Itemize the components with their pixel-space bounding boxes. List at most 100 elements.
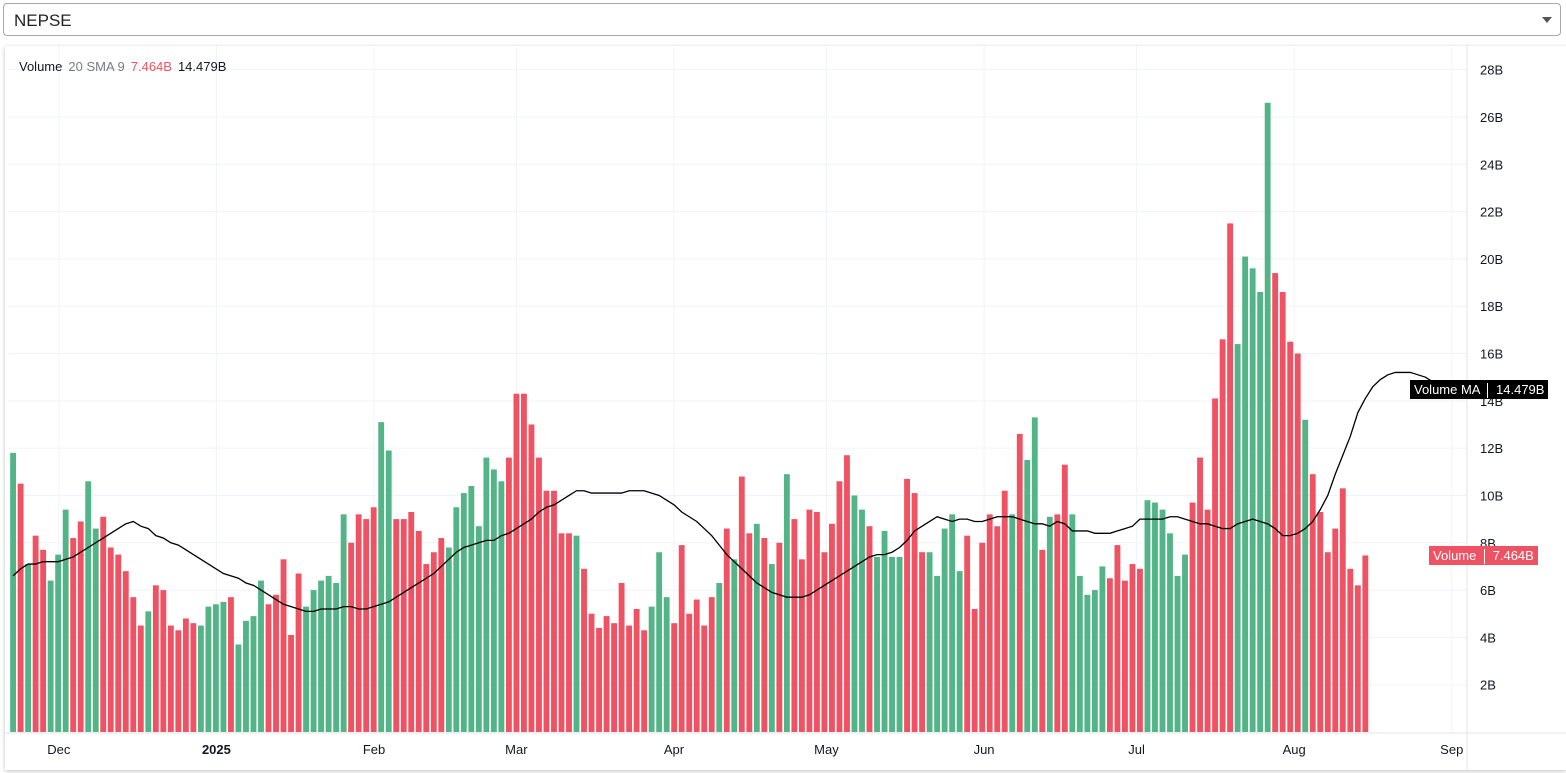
volume-bar	[701, 625, 708, 732]
volume-bar	[490, 469, 497, 732]
volume-bar	[122, 571, 129, 732]
volume-bar	[258, 580, 264, 732]
series-line-volume-ma	[12, 371, 1441, 613]
volume-bar	[949, 514, 956, 732]
volume-bar	[813, 512, 820, 732]
volume-bar	[686, 613, 693, 732]
volume-bar	[851, 495, 858, 732]
volume-bar	[1272, 273, 1279, 732]
volume-bar	[1324, 552, 1331, 732]
x-tick-label: Jun	[974, 742, 995, 757]
volume-bar	[1159, 509, 1166, 732]
y-tick-label: 12B	[1480, 441, 1503, 456]
volume-bar	[348, 542, 355, 732]
volume-bar	[197, 625, 204, 732]
volume-bar	[243, 620, 249, 732]
volume-bar	[1152, 502, 1158, 732]
volume-bars	[10, 102, 1369, 732]
y-tick-label: 20B	[1480, 252, 1503, 267]
volume-chart[interactable]: 2B 4B 6B 8B 10B 12B 14B 16B 18B 20B 22B 24B 26B 28B D…	[5, 46, 1566, 770]
volume-bar	[881, 530, 888, 732]
volume-bar	[115, 554, 122, 732]
volume-bar	[303, 606, 309, 732]
volume-bar	[250, 616, 257, 732]
y-tick-label: 4B	[1480, 630, 1496, 645]
volume-bar	[55, 554, 62, 732]
volume-bar	[708, 597, 715, 732]
volume-bar	[92, 528, 99, 732]
volume-bar	[806, 509, 813, 732]
volume-bar	[1024, 459, 1031, 732]
volume-bar	[1129, 564, 1136, 732]
volume-bar	[25, 564, 32, 732]
volume-bar	[1212, 398, 1219, 732]
volume-bar	[212, 604, 219, 732]
volume-bar	[17, 483, 24, 732]
volume-bar	[543, 490, 550, 732]
volume-bar	[145, 611, 152, 732]
index-selector[interactable]: NEPSE	[3, 3, 1561, 36]
volume-bar	[573, 535, 580, 732]
volume-bar	[1061, 464, 1068, 732]
volume-bar	[370, 507, 377, 732]
volume-bar	[1039, 549, 1046, 732]
volume-bar	[896, 556, 903, 732]
volume-bar	[1084, 594, 1091, 732]
volume-bar	[1099, 566, 1106, 732]
volume-bar	[1054, 514, 1061, 732]
volume-bar	[611, 623, 618, 732]
volume-bar	[596, 627, 602, 732]
volume-bar	[1362, 555, 1369, 732]
volume-bar	[1317, 512, 1324, 732]
volume-bar	[453, 507, 460, 732]
volume-bar	[288, 635, 294, 732]
volume-bar	[340, 514, 347, 732]
y-tick-label: 24B	[1480, 157, 1503, 172]
volume-bar	[220, 601, 227, 732]
volume-bar	[844, 455, 850, 732]
volume-bar	[1309, 474, 1316, 732]
volume-bar	[1279, 292, 1286, 732]
volume-bar	[889, 556, 895, 732]
volume-bar	[1219, 339, 1226, 732]
volume-bar	[521, 393, 527, 732]
volume-bar	[941, 528, 948, 732]
volume-bar	[325, 575, 332, 732]
volume-bar	[566, 533, 572, 732]
volume-bar	[280, 559, 287, 732]
grid-lines	[8, 46, 1467, 732]
volume-bar	[513, 393, 520, 732]
volume-bar	[1114, 545, 1121, 732]
volume-bar	[859, 509, 865, 732]
volume-bar	[1137, 568, 1143, 732]
y-tick-label: 2B	[1480, 678, 1496, 693]
volume-bar	[378, 422, 385, 732]
volume-bar	[205, 606, 212, 732]
volume-bar	[731, 559, 738, 732]
volume-bar	[558, 533, 565, 732]
volume-bar	[167, 625, 174, 732]
volume-bar	[979, 542, 986, 732]
volume-bar	[776, 542, 783, 732]
volume-bar	[618, 582, 625, 732]
volume-bar	[363, 519, 370, 732]
index-selector-value: NEPSE	[14, 11, 72, 30]
chart-legend: Volume 20 SMA 9 7.464B 14.479B	[19, 59, 232, 74]
volume-bar	[919, 552, 926, 732]
volume-bar	[1264, 102, 1271, 732]
volume-bar	[1287, 341, 1294, 732]
volume-bar	[1106, 578, 1113, 732]
volume-bar	[783, 474, 790, 732]
chevron-down-icon[interactable]	[1542, 17, 1552, 23]
volume-bar	[1046, 516, 1053, 732]
volume-bar	[1339, 488, 1346, 732]
volume-bar	[483, 457, 490, 732]
volume-bar	[581, 568, 587, 732]
volume-bar	[265, 604, 272, 732]
volume-bar	[423, 564, 430, 732]
x-tick-label: May	[814, 742, 839, 757]
volume-bar	[152, 585, 159, 732]
volume-bar	[753, 523, 760, 732]
